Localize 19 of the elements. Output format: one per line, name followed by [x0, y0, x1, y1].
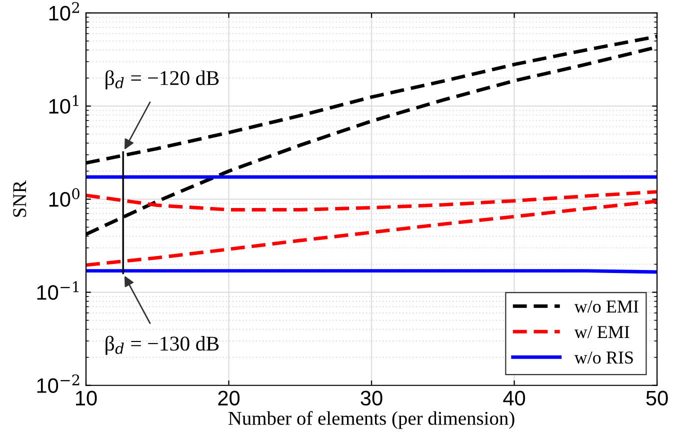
x-axis-title: Number of elements (per dimension): [228, 411, 514, 429]
x-tick-label: 10: [76, 390, 97, 406]
y-tick-label: 10$^{−1}$: [37, 281, 79, 300]
y-axis-title: SNR: [13, 180, 26, 217]
y-tick-label: 10$^{2}$: [49, 2, 80, 21]
annotation: β$_{d}$ = −130 dB: [106, 336, 219, 355]
y-tick-label: 10$^{1}$: [49, 95, 78, 114]
x-tick-label: 50: [646, 390, 668, 406]
line-series: [86, 190, 658, 212]
legend-label: w/o RIS: [574, 352, 633, 364]
y-tick-label: 10$^{−2}$: [37, 374, 80, 393]
x-tick-label: 30: [360, 390, 382, 406]
x-tick-label: 20: [218, 390, 240, 406]
legend-label: w/ EMI: [574, 326, 630, 338]
line-series: [86, 200, 658, 267]
x-tick-label: 40: [503, 390, 526, 406]
legend-label: w/o EMI: [574, 300, 638, 313]
annotation: β$_{d}$ = −120 dB: [106, 70, 219, 90]
y-tick-label: 10$^{0}$: [49, 188, 80, 207]
